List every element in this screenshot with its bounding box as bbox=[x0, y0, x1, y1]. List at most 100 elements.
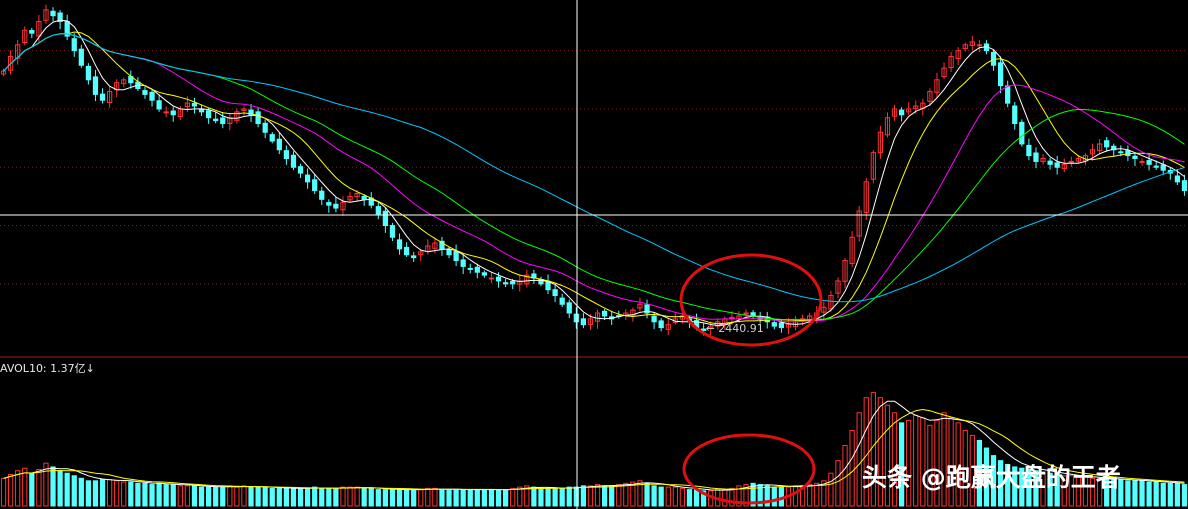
candle-body bbox=[269, 134, 275, 142]
candle-body bbox=[276, 138, 282, 151]
volume-bar bbox=[135, 482, 141, 507]
volume-bar bbox=[1096, 477, 1103, 507]
volume-bar bbox=[460, 489, 466, 507]
volume-bar bbox=[248, 486, 254, 507]
volume-bar bbox=[863, 397, 869, 507]
volume-bar bbox=[191, 485, 198, 507]
volume-bar bbox=[877, 397, 884, 507]
volume-bar bbox=[552, 487, 558, 507]
volume-bar bbox=[177, 485, 183, 507]
candle-body bbox=[842, 260, 848, 282]
candle-body bbox=[255, 111, 261, 125]
candle-body bbox=[1153, 165, 1159, 168]
candle-body bbox=[85, 65, 92, 81]
volume-bar bbox=[835, 460, 841, 507]
volume-bar bbox=[149, 484, 155, 507]
volume-bar bbox=[57, 470, 63, 507]
candle-body bbox=[524, 274, 530, 285]
volume-bar bbox=[700, 490, 707, 507]
volume-bar bbox=[297, 487, 304, 507]
candle-body bbox=[184, 102, 191, 108]
candle-body bbox=[778, 322, 785, 329]
volume-bar bbox=[1146, 481, 1152, 507]
volume-bar bbox=[898, 422, 905, 507]
volume-bar bbox=[891, 412, 898, 507]
volume-bar bbox=[396, 489, 403, 507]
volume-bar bbox=[559, 487, 565, 507]
volume-bar bbox=[517, 486, 523, 507]
ma10-line bbox=[3, 31, 1185, 325]
candle-body bbox=[149, 91, 155, 101]
candle-body bbox=[304, 174, 311, 183]
candle-body bbox=[1132, 155, 1138, 160]
volume-bar bbox=[601, 485, 608, 507]
volume-bar bbox=[368, 487, 374, 507]
candle-body bbox=[78, 48, 84, 66]
candle-body bbox=[432, 242, 438, 249]
candle-body bbox=[22, 29, 28, 43]
volume-bar bbox=[198, 486, 205, 507]
volume-bar bbox=[630, 481, 636, 507]
volume-bar bbox=[587, 485, 594, 507]
volume-bar bbox=[906, 419, 912, 507]
volume-bar bbox=[121, 481, 127, 507]
candle-body bbox=[1019, 121, 1025, 145]
volume-bar bbox=[821, 480, 827, 507]
candle-body bbox=[948, 55, 954, 69]
candle-body bbox=[573, 313, 579, 323]
volume-bar bbox=[856, 412, 862, 507]
candle-body bbox=[213, 118, 219, 122]
volume-bar bbox=[1068, 475, 1074, 507]
volume-bar bbox=[290, 487, 297, 507]
volume-bar bbox=[1118, 479, 1124, 507]
volume-bar bbox=[276, 487, 282, 507]
volume-bar bbox=[884, 404, 891, 507]
volume-bar bbox=[1160, 482, 1166, 507]
candle-body bbox=[941, 67, 947, 78]
candle-body bbox=[340, 201, 346, 211]
volume-bar bbox=[481, 489, 488, 507]
volume-bar bbox=[114, 480, 120, 507]
highlight-circles bbox=[679, 253, 823, 505]
volume-bar bbox=[403, 489, 410, 507]
volume-bar bbox=[538, 487, 544, 507]
volume-bar bbox=[7, 474, 14, 507]
volume-bar bbox=[29, 472, 35, 507]
candle-body bbox=[1040, 158, 1046, 162]
volume-bar bbox=[679, 487, 686, 507]
candle-body bbox=[248, 109, 254, 116]
candle-body bbox=[913, 105, 919, 110]
volume-bar bbox=[1075, 476, 1082, 507]
volume-bar bbox=[432, 487, 438, 507]
candle-body bbox=[658, 320, 664, 329]
candle-body bbox=[1033, 152, 1039, 162]
candle-body bbox=[191, 102, 198, 107]
volume-bar bbox=[927, 424, 933, 507]
candle-body bbox=[227, 117, 233, 125]
candle-body bbox=[92, 76, 99, 95]
candle-body bbox=[1104, 140, 1110, 148]
candle-body bbox=[297, 166, 304, 174]
candle-body bbox=[99, 93, 106, 101]
candle-body bbox=[700, 328, 707, 332]
candle-body bbox=[828, 295, 834, 310]
volume-bar bbox=[743, 484, 749, 507]
watermark-text: 头条 @跑赢大盘的王者 bbox=[862, 463, 1121, 492]
candle-body bbox=[403, 246, 410, 256]
candle-body bbox=[453, 251, 459, 262]
volume-bar bbox=[573, 486, 579, 507]
volume-bar bbox=[849, 429, 855, 507]
candle-body bbox=[587, 318, 594, 325]
volume-bar bbox=[1082, 476, 1089, 507]
volume-bar bbox=[941, 412, 947, 507]
candle-body bbox=[382, 210, 389, 227]
volume-bar bbox=[312, 486, 318, 507]
volume-bar bbox=[488, 489, 495, 507]
candle-body bbox=[856, 210, 862, 237]
candle-body bbox=[1118, 151, 1124, 154]
candle-body bbox=[29, 30, 35, 34]
candle-body bbox=[411, 255, 417, 259]
volume-bar bbox=[976, 439, 983, 507]
candle-body bbox=[43, 9, 49, 21]
